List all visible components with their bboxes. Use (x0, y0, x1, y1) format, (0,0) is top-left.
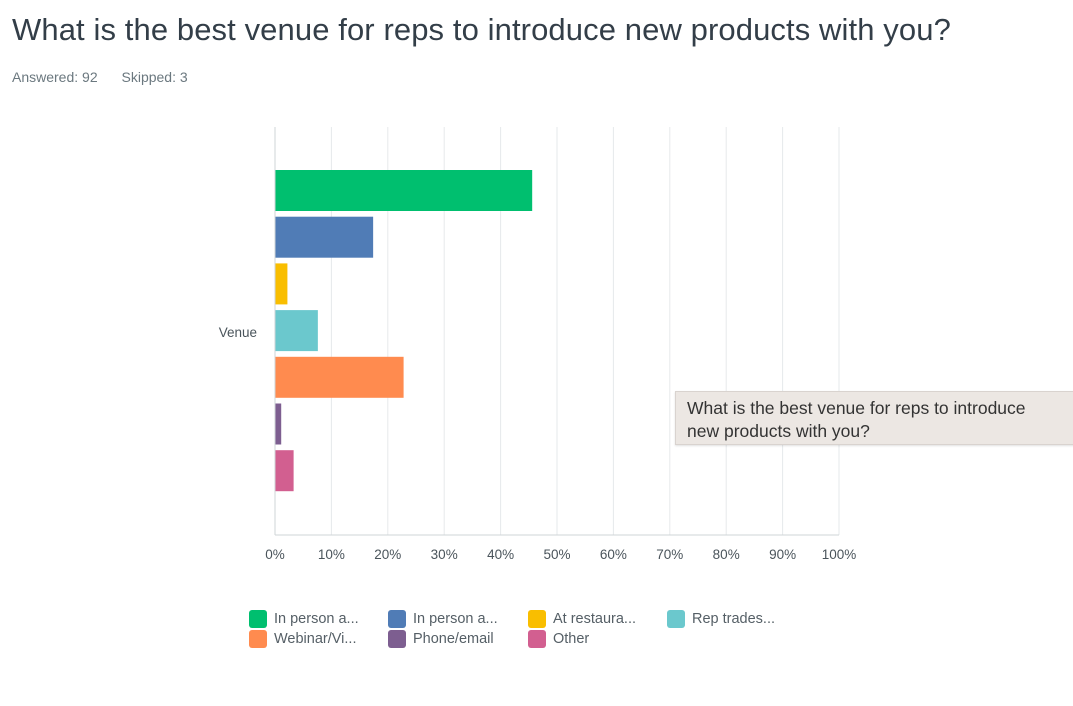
bars (275, 170, 533, 492)
bar (275, 403, 282, 445)
x-tick-label: 30% (431, 547, 458, 562)
legend-item[interactable]: In person a... (249, 610, 359, 628)
legend-swatch (667, 610, 685, 628)
legend-label: In person a... (274, 611, 359, 627)
bar (275, 170, 533, 211)
x-tick-label: 70% (656, 547, 683, 562)
x-tick-label: 10% (318, 547, 345, 562)
x-tick-label: 50% (543, 547, 570, 562)
legend-swatch (388, 630, 406, 648)
category-label: Venue (219, 325, 257, 340)
answered-count: Answered: 92 (12, 69, 98, 85)
legend-item[interactable]: Rep trades... (667, 610, 775, 628)
x-tick-label: 0% (265, 547, 285, 562)
legend-label: Other (553, 631, 590, 647)
legend-item[interactable]: Phone/email (388, 630, 494, 648)
x-tick-label: 60% (600, 547, 627, 562)
legend-item[interactable]: In person a... (388, 610, 498, 628)
x-tick-label: 20% (374, 547, 401, 562)
legend-swatch (528, 630, 546, 648)
legend-item[interactable]: At restaura... (528, 610, 636, 628)
legend-swatch (388, 610, 406, 628)
x-tick-label: 100% (822, 547, 857, 562)
skipped-count: Skipped: 3 (121, 69, 188, 85)
legend-label: In person a... (413, 611, 498, 627)
legend-swatch (528, 610, 546, 628)
legend-label: At restaura... (553, 611, 637, 627)
x-tick-label: 40% (487, 547, 514, 562)
response-stats: Answered: 92 Skipped: 3 (12, 69, 208, 85)
bar (275, 216, 374, 258)
legend-item[interactable]: Other (528, 630, 589, 648)
bar (275, 263, 288, 305)
question-tooltip: What is the best venue for reps to intro… (675, 391, 1073, 445)
bar (275, 310, 318, 352)
legend-swatch (249, 610, 267, 628)
question-title: What is the best venue for reps to intro… (12, 12, 951, 47)
bar (275, 450, 294, 492)
x-tick-label: 80% (713, 547, 740, 562)
legend-item[interactable]: Webinar/Vi... (249, 630, 356, 648)
tooltip-line-2: new products with you? (687, 421, 870, 441)
legend-swatch (249, 630, 267, 648)
tooltip-line-1: What is the best venue for reps to intro… (687, 398, 1026, 418)
axes: 0% 10% 20% 30% 40% 50% 60% 70% 80% 90% 100% Venue (219, 127, 857, 562)
bar (275, 356, 404, 398)
legend-label: Rep trades... (692, 611, 776, 627)
legend-label: Webinar/Vi... (274, 631, 357, 647)
legend-label: Phone/email (413, 631, 494, 647)
x-tick-label: 90% (769, 547, 796, 562)
